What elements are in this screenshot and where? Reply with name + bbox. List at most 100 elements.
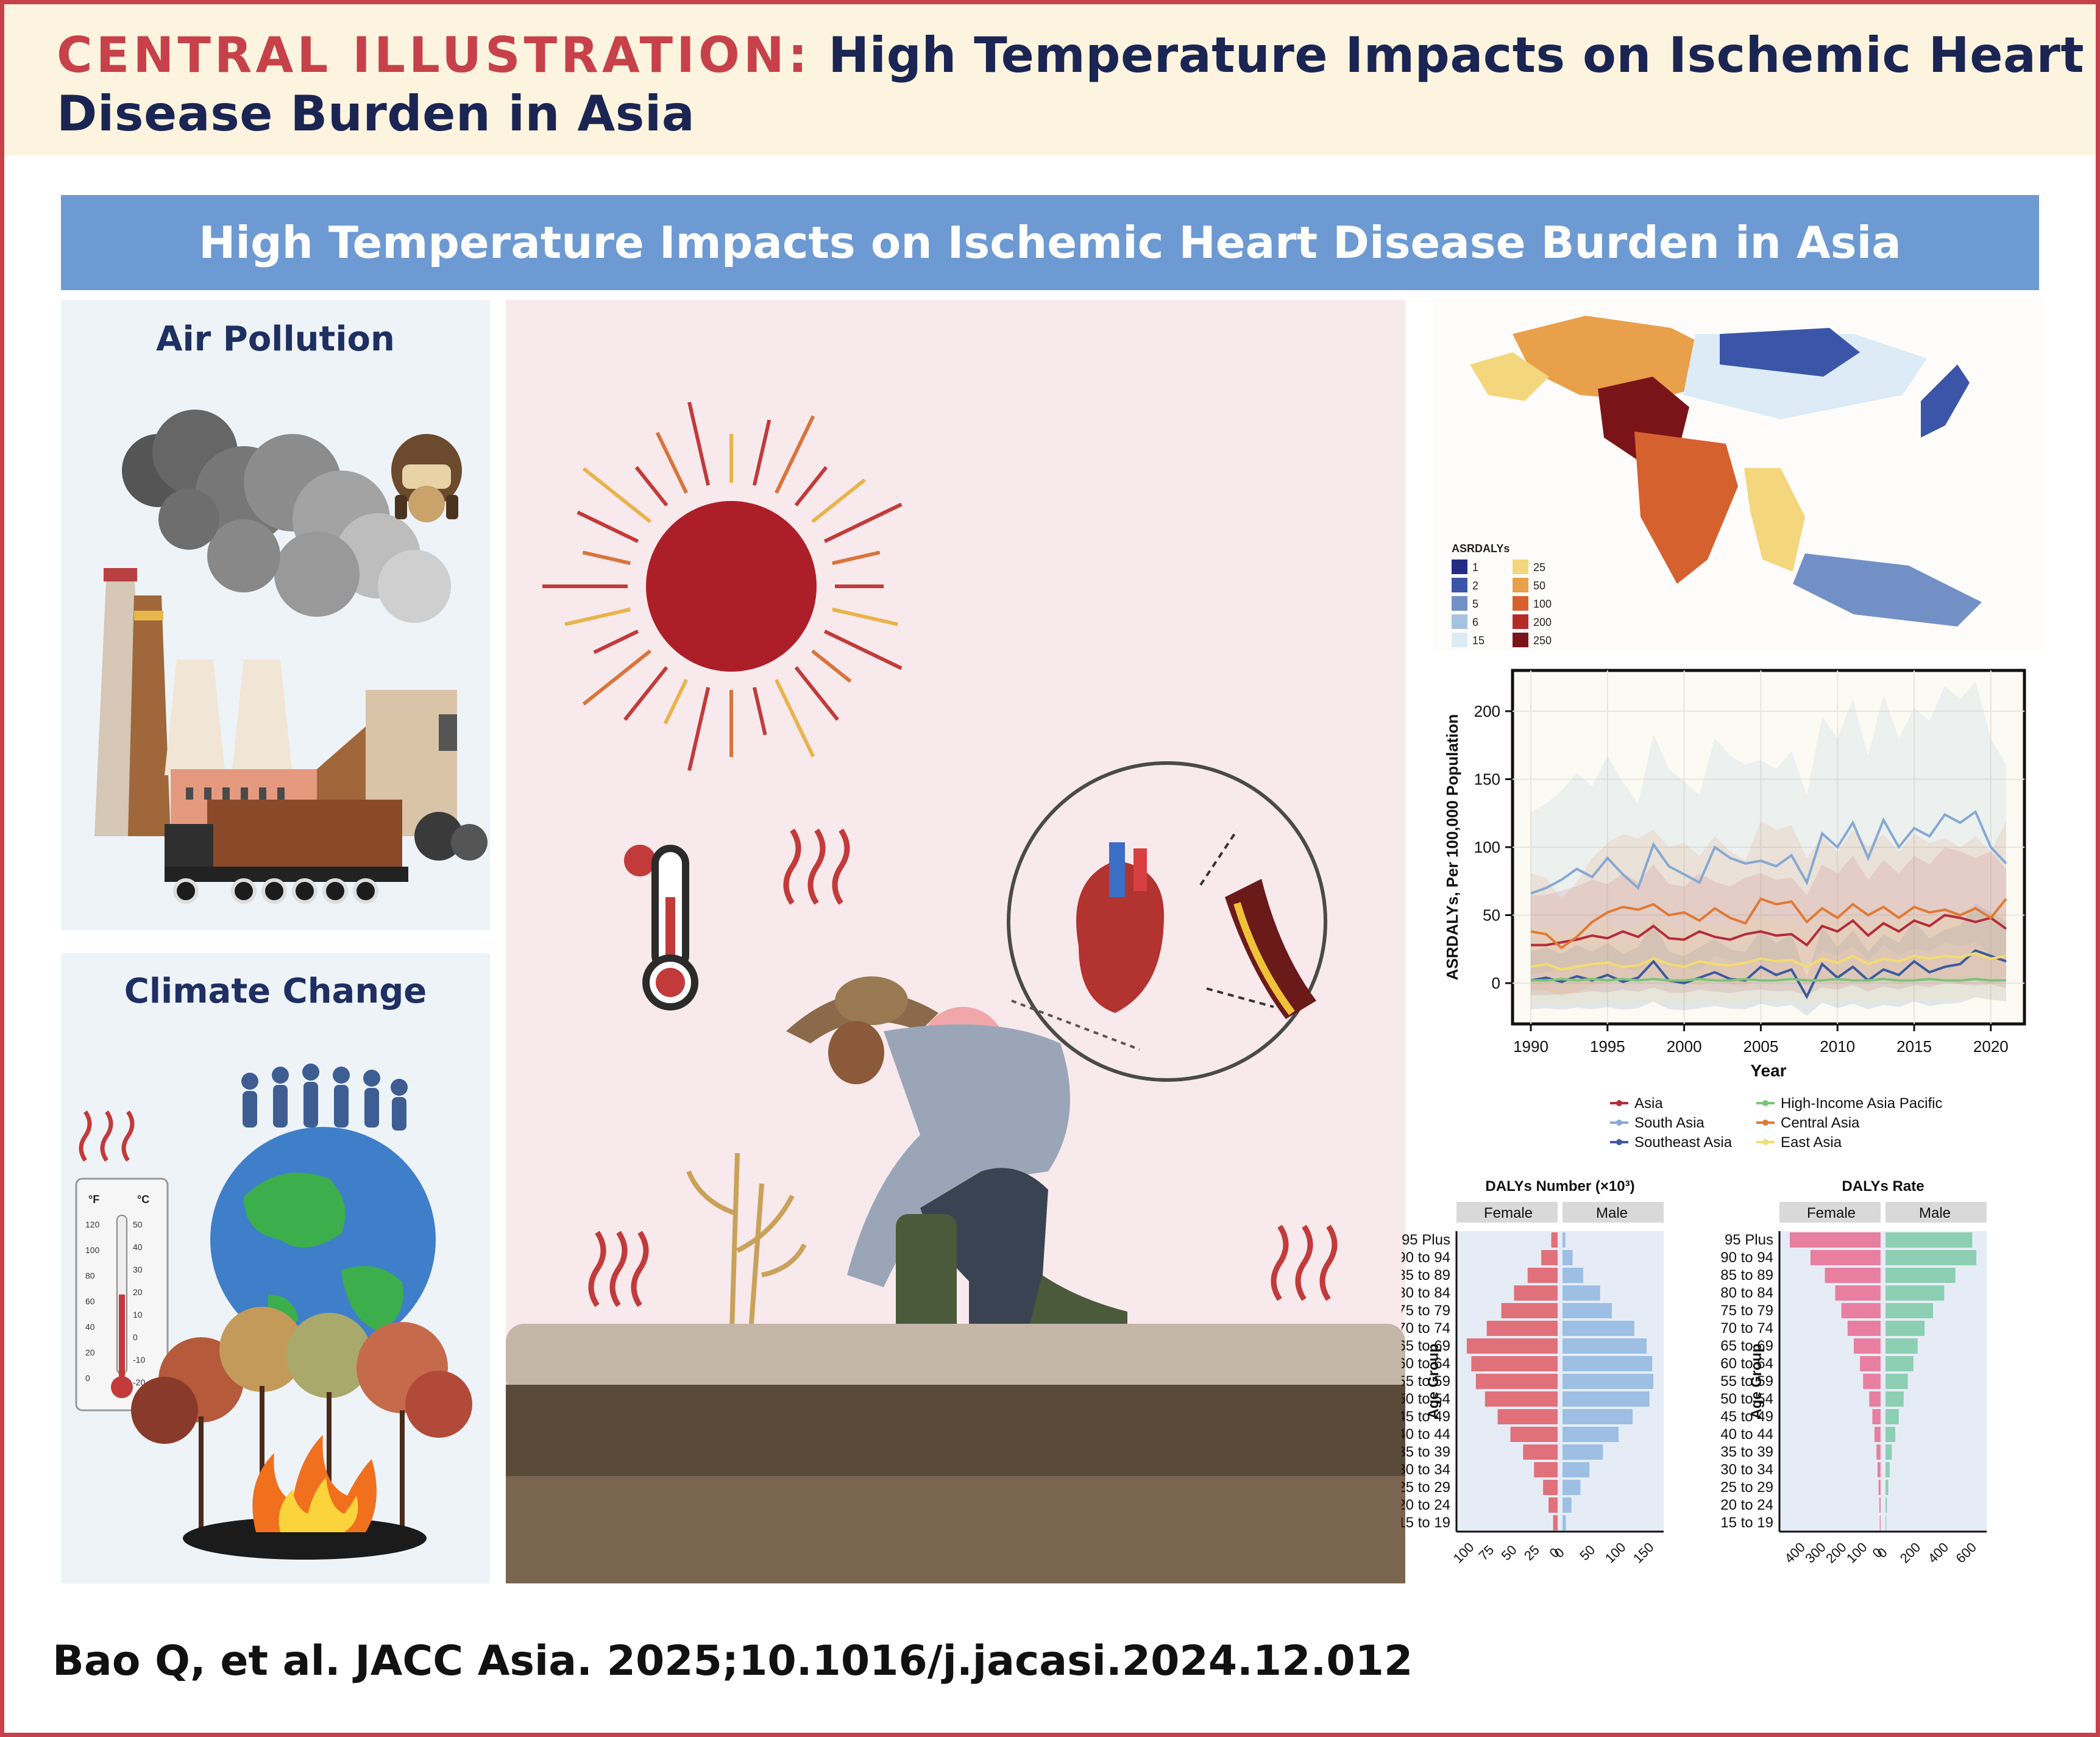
map-legend-label: 5	[1472, 598, 1478, 610]
pyramid-title: DALYs Number (×10³)	[1485, 1178, 1634, 1195]
gas-mask-icon	[391, 434, 462, 522]
header: CENTRAL ILLUSTRATION: High Temperature I…	[4, 4, 2096, 155]
sun-ray	[794, 666, 839, 721]
pyramid-x-tick: 50	[1499, 1542, 1520, 1563]
female-bar	[1534, 1462, 1558, 1477]
x-axis-label: Year	[1750, 1061, 1786, 1080]
male-bar	[1563, 1321, 1634, 1336]
map-region-japan	[1921, 364, 1970, 438]
female-bar	[1527, 1268, 1558, 1283]
sun-ray	[823, 502, 903, 543]
dalys-pyramid-panel: DALYs Number (×10³) Female Male 95 Plus 90 t…	[1397, 1170, 2072, 1597]
map-legend-swatch	[1452, 596, 1467, 611]
x-tick-label: 2015	[1896, 1037, 1932, 1056]
female-bar	[1466, 1338, 1558, 1354]
asia-map-panel: ASRDALYs 1 2 5 6 15 25 50 100 200 250	[1433, 297, 2043, 651]
series-line	[1531, 914, 2007, 947]
female-bar	[1471, 1356, 1558, 1371]
map-legend-swatch	[1513, 614, 1528, 629]
age-group-label: 15 to 19	[1402, 1515, 1450, 1531]
globe-icon	[210, 1127, 436, 1352]
pyramid-x-tick: 150	[1630, 1540, 1657, 1566]
sun-ray	[623, 666, 669, 721]
male-bar	[1563, 1427, 1619, 1442]
legend-marker	[1616, 1100, 1622, 1106]
pyramid-x-tick: 100	[1602, 1540, 1629, 1566]
sun-ray	[811, 649, 852, 683]
male-bar	[1885, 1356, 1914, 1371]
pyramid-male-label: Male	[1596, 1205, 1628, 1221]
age-group-label: 40 to 44	[1402, 1426, 1450, 1443]
celsius-tick: 0	[133, 1332, 138, 1342]
sun-ray	[832, 550, 881, 566]
sun-ray	[582, 467, 651, 524]
map-legend-swatch	[1452, 614, 1467, 629]
sun-ray	[564, 607, 631, 627]
pyramid-plot-area	[1779, 1231, 1987, 1532]
map-legend-label: 6	[1472, 616, 1478, 628]
pyramid-female-label: Female	[1484, 1205, 1533, 1221]
thermometer-icon	[642, 845, 698, 1011]
map-legend-label: 1	[1472, 561, 1478, 574]
fahrenheit-tick: 80	[85, 1271, 95, 1281]
male-bar	[1885, 1268, 1956, 1283]
male-bar	[1563, 1303, 1612, 1318]
map-region-mongolia	[1720, 328, 1860, 377]
male-bar	[1885, 1427, 1896, 1442]
celsius-tick: 10	[133, 1310, 143, 1320]
female-bar	[1551, 1232, 1558, 1248]
male-bar	[1563, 1356, 1653, 1371]
male-bar	[1885, 1285, 1945, 1301]
age-group-label: 95 Plus	[1402, 1232, 1450, 1248]
x-tick-label: 1990	[1513, 1037, 1548, 1056]
factory-illustration	[94, 410, 488, 904]
female-bar	[1876, 1444, 1881, 1460]
female-bar	[1874, 1427, 1881, 1442]
celsius-tick: 40	[133, 1242, 143, 1252]
age-group-label: 70 to 74	[1402, 1320, 1450, 1337]
male-bar	[1885, 1374, 1908, 1389]
female-bar	[1475, 1374, 1558, 1389]
male-bar	[1885, 1303, 1933, 1318]
pyramid-x-tick: 25	[1521, 1542, 1542, 1563]
fahrenheit-label: °F	[88, 1193, 99, 1206]
smoke-icon	[122, 410, 451, 623]
female-bar	[1514, 1285, 1558, 1301]
legend-label: Asia	[1634, 1095, 1663, 1112]
sun-ray	[634, 466, 669, 506]
pyramid-x-tick: 0	[1875, 1545, 1890, 1561]
y-tick-label: 0	[1492, 974, 1500, 992]
pyramid-x-tick: 100	[1450, 1540, 1477, 1566]
fahrenheit-ticks: 120 100 80 60 40 20 0	[85, 1220, 100, 1383]
age-group-label: 80 to 84	[1720, 1285, 1773, 1301]
map-region-india	[1634, 432, 1738, 584]
sun-ray	[794, 466, 828, 506]
pyramid-x-tick: 100	[1843, 1540, 1870, 1566]
series-line	[1531, 978, 2006, 982]
heat-waves-icon	[79, 1110, 135, 1162]
pyramid-female-header	[1456, 1202, 1558, 1223]
map-legend-label: 25	[1533, 561, 1545, 574]
x-tick-label: 1995	[1590, 1037, 1625, 1056]
pyramid-x-tick: 75	[1475, 1542, 1497, 1563]
map-legend-label: 50	[1533, 580, 1545, 592]
female-bar	[1548, 1497, 1558, 1513]
celsius-ticks: 50 40 30 20 10 0 -10 -20	[133, 1220, 145, 1387]
pyramid-female-header	[1779, 1202, 1881, 1223]
age-group-label: 15 to 19	[1720, 1515, 1773, 1531]
sun-icon	[542, 402, 903, 771]
farmer-heat-illustration	[506, 300, 1405, 1583]
male-bar	[1563, 1232, 1566, 1248]
age-group-label: 25 to 29	[1402, 1479, 1450, 1496]
map-region-central-asia	[1513, 316, 1720, 401]
pyramid-x-tick: 400	[1925, 1540, 1952, 1566]
legend-label: Central Asia	[1781, 1115, 1860, 1131]
y-tick-label: 100	[1474, 838, 1500, 856]
age-group-label: 25 to 29	[1720, 1479, 1773, 1496]
female-bar	[1841, 1303, 1881, 1318]
legend-label: High-Income Asia Pacific	[1781, 1095, 1942, 1112]
age-group-label: 20 to 24	[1402, 1497, 1450, 1513]
age-group-label: 65 to 69	[1402, 1338, 1450, 1354]
series-band	[1531, 681, 2006, 975]
celsius-tick: 20	[133, 1287, 143, 1297]
